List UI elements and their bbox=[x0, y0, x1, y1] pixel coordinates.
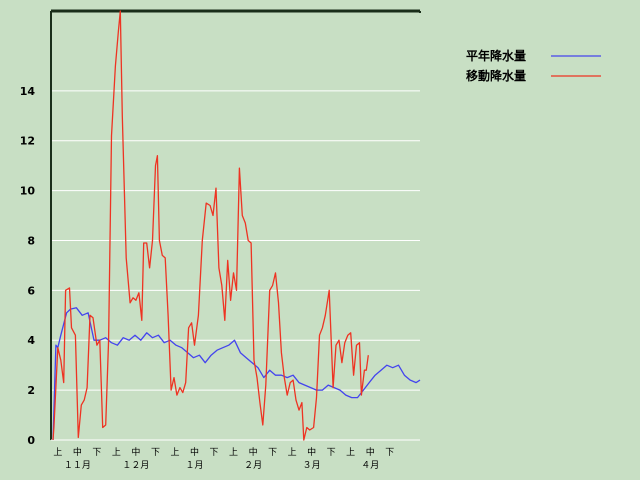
series-layer bbox=[52, 10, 421, 441]
x-month-label: １２月 bbox=[122, 460, 149, 471]
x-tick-label: 中 bbox=[249, 446, 258, 458]
x-tick-label: 中 bbox=[307, 446, 316, 458]
series-line-moving-precipitation bbox=[52, 10, 369, 441]
x-axis-ticks: 上中下上中下上中下上中下上中下上中下１１月 １２月 １月 ２月 ３月 ４月 bbox=[53, 446, 394, 471]
x-month-label: ３月 bbox=[303, 460, 321, 471]
x-month-label: １月 bbox=[185, 460, 203, 471]
x-tick-label: 下 bbox=[92, 448, 101, 458]
x-month-label: ２月 bbox=[244, 460, 262, 471]
axis-layer bbox=[50, 9, 421, 441]
x-tick-label: 中 bbox=[131, 446, 140, 458]
x-tick-label: 上 bbox=[288, 447, 297, 458]
y-axis-ticks: 0 2 4 6 8 10 12 14 bbox=[20, 85, 36, 447]
y-tick-label: 8 bbox=[27, 234, 35, 247]
x-tick-label: 下 bbox=[268, 448, 277, 458]
y-tick-label: 6 bbox=[27, 284, 35, 297]
y-tick-label: 4 bbox=[27, 334, 35, 347]
y-tick-label: 10 bbox=[20, 185, 36, 198]
x-tick-label: 下 bbox=[151, 448, 160, 458]
x-tick-label: 上 bbox=[229, 447, 238, 458]
x-month-label: ４月 bbox=[361, 460, 379, 471]
series-line-normal-precipitation bbox=[52, 307, 421, 441]
legend-label: 移動降水量 bbox=[466, 68, 526, 83]
y-tick-label: 2 bbox=[27, 384, 35, 397]
x-tick-label: 中 bbox=[366, 446, 375, 458]
x-tick-label: 上 bbox=[112, 447, 121, 458]
x-tick-label: 上 bbox=[170, 447, 179, 458]
x-tick-label: 下 bbox=[385, 448, 394, 458]
x-tick-label: 中 bbox=[73, 446, 82, 458]
x-tick-label: 下 bbox=[327, 448, 336, 458]
y-tick-label: 12 bbox=[20, 135, 35, 148]
y-tick-label: 14 bbox=[20, 85, 36, 98]
x-tick-label: 下 bbox=[210, 448, 219, 458]
x-tick-label: 上 bbox=[53, 447, 62, 458]
x-tick-label: 中 bbox=[190, 446, 199, 458]
x-month-label: １１月 bbox=[64, 460, 91, 471]
y-tick-label: 0 bbox=[27, 434, 35, 447]
grid-layer bbox=[51, 90, 420, 391]
x-tick-label: 上 bbox=[346, 447, 355, 458]
legend-label: 平年降水量 bbox=[466, 48, 526, 63]
